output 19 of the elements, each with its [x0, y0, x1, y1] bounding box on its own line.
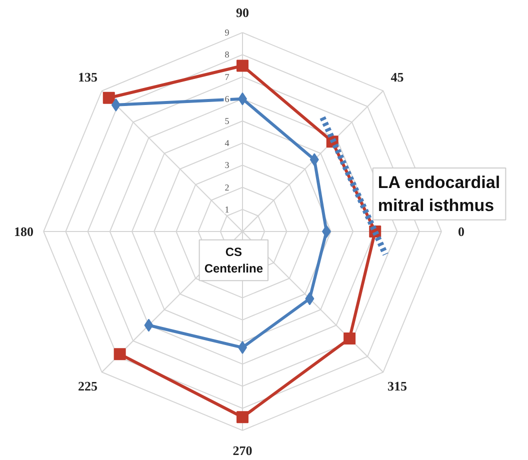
- y-tick-label: 2: [224, 182, 230, 192]
- spoke-label: 270: [232, 442, 252, 458]
- y-tick-label: 3: [224, 160, 230, 170]
- y-tick-label: 8: [224, 50, 230, 60]
- y-tick-label: 7: [224, 72, 230, 82]
- y-tick-label: 9: [224, 28, 230, 38]
- text: CS Centerline: [204, 244, 264, 276]
- y-tick-label: 4: [224, 138, 230, 148]
- y-tick-label: 5: [224, 116, 230, 126]
- spoke-label: 90: [236, 5, 249, 20]
- y-tick-label: 1: [224, 204, 230, 214]
- spoke-label: 225: [78, 378, 98, 394]
- y-tick-label: 6: [224, 94, 230, 104]
- spoke-label: 0: [458, 224, 465, 239]
- spoke-label: 45: [390, 69, 404, 84]
- spoke-label: 135: [78, 69, 98, 84]
- spoke-label: 180: [14, 224, 34, 239]
- spoke-label: 315: [387, 378, 408, 394]
- text: LA endocardial mitral isthmus: [378, 173, 500, 215]
